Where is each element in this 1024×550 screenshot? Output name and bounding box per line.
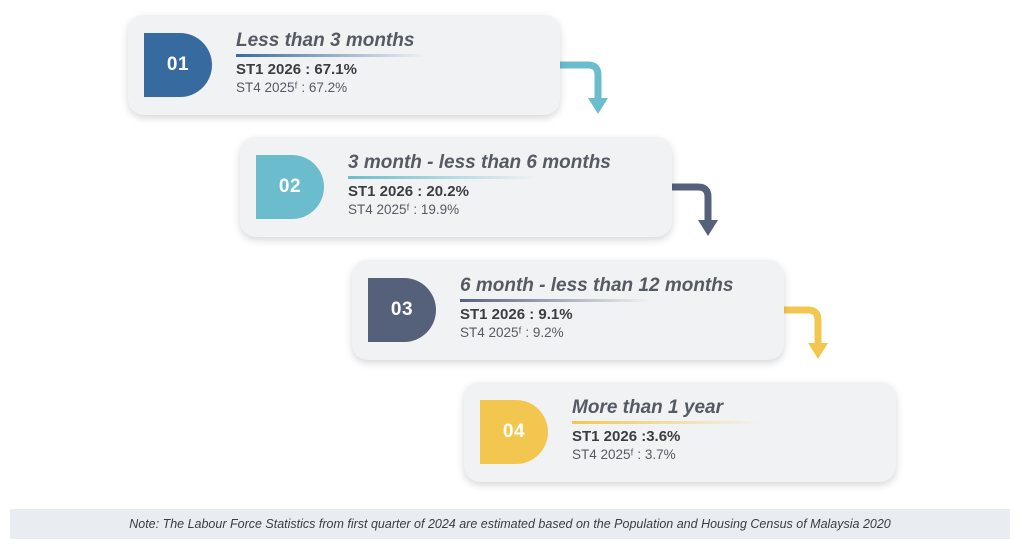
step-underline-2 [348,176,538,179]
step-badge-2: 02 [256,155,324,219]
step-underline-4 [572,421,762,424]
connector-arrow-3 [784,306,822,345]
step-primary-value-4: ST1 2026 :3.6% [572,428,681,445]
step-card-2: 02 3 month - less than 6 months ST1 2026… [240,137,672,237]
connector-arrowhead-3 [808,343,828,359]
step-card-4: 04 More than 1 year ST1 2026 :3.6% ST4 2… [464,382,896,482]
step-primary-value-2: ST1 2026 : 20.2% [348,183,469,200]
step-primary-value-1: ST1 2026 : 67.1% [236,61,357,78]
step-card-1: 01 Less than 3 months ST1 2026 : 67.1% S… [128,15,560,115]
step-secondary-value-2: ST4 2025ᶠ : 19.9% [348,202,460,217]
step-badge-4: 04 [480,400,548,464]
step-underline-1 [236,54,426,57]
step-title-1: Less than 3 months [236,30,415,51]
connector-arrow-1 [560,61,602,100]
step-title-2: 3 month - less than 6 months [348,152,611,173]
step-title-3: 6 month - less than 12 months [460,275,734,296]
step-primary-value-3: ST1 2026 : 9.1% [460,306,573,323]
step-secondary-value-3: ST4 2025ᶠ : 9.2% [460,325,564,340]
step-underline-3 [460,299,650,302]
step-secondary-value-4: ST4 2025ᶠ : 3.7% [572,447,676,462]
connector-arrow-2 [672,183,712,222]
connector-arrowhead-2 [698,220,718,236]
step-badge-3: 03 [368,278,436,342]
connector-arrowhead-1 [588,98,608,114]
step-title-4: More than 1 year [572,397,723,418]
footnote: Note: The Labour Force Statistics from f… [10,509,1010,539]
step-secondary-value-1: ST4 2025ᶠ : 67.2% [236,80,348,95]
step-badge-1: 01 [144,33,212,97]
step-card-3: 03 6 month - less than 12 months ST1 202… [352,260,784,360]
